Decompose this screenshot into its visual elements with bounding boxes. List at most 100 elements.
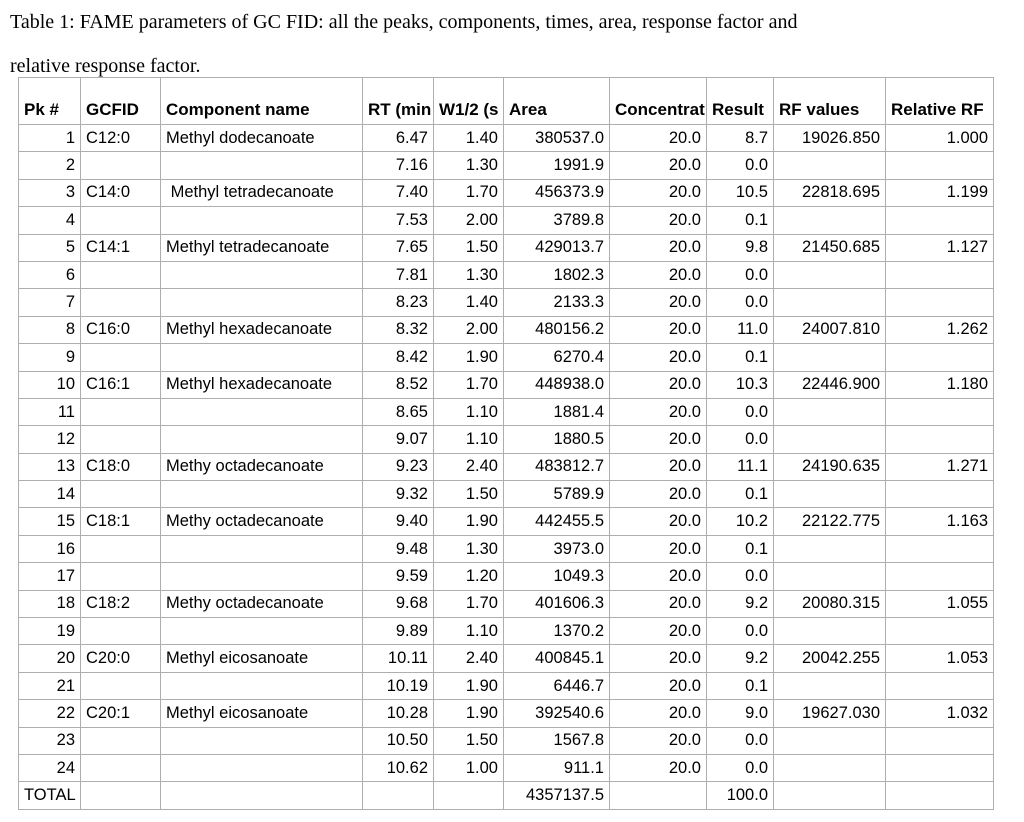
- cell-gcfid: C18:2: [80, 589, 161, 619]
- cell-rf: [773, 562, 886, 591]
- table-body: 1 C12:0 Methyl dodecanoate 6.47 1.40 380537.0…: [18, 123, 994, 810]
- cell-component: [160, 260, 363, 290]
- cell-component: [160, 480, 363, 509]
- cell-component: [160, 726, 363, 755]
- table-row: 17 9.59 1.20 1049.3 20.0 0.0: [18, 562, 994, 591]
- cell-rf: 22446.900: [773, 370, 886, 399]
- table-row: 16 9.48 1.30 3973.0 20.0 0.1: [18, 534, 994, 564]
- cell-rt: 10.28: [362, 699, 434, 728]
- cell-w12: 2.40: [433, 452, 504, 482]
- cell-component: [160, 425, 363, 454]
- cell-rrf: [885, 260, 994, 290]
- cell-rt: 9.07: [362, 425, 434, 454]
- cell-pk: 17: [18, 562, 81, 591]
- cell-rt: 9.32: [362, 480, 434, 509]
- table-row: 6 7.81 1.30 1802.3 20.0 0.0: [18, 260, 994, 290]
- table-row: 10 C16:1 Methyl hexadecanoate 8.52 1.70 44893…: [18, 370, 994, 399]
- cell-w12: 1.90: [433, 507, 504, 536]
- cell-result: 100.0: [706, 781, 774, 810]
- table-row: 13 C18:0 Methy octadecanoate 9.23 2.40 483812…: [18, 452, 994, 482]
- cell-rf: 19026.850: [773, 123, 886, 153]
- cell-pk: 9: [18, 343, 81, 372]
- cell-rrf: [885, 617, 994, 646]
- cell-conc: 20.0: [609, 644, 707, 673]
- cell-conc: 20.0: [609, 507, 707, 536]
- caption-line-1: Table 1: FAME parameters of GC FID: all …: [10, 11, 798, 33]
- table-head: Pk # GCFID Component name RT (min W1/2 (s Are…: [18, 77, 994, 125]
- cell-rf: [773, 726, 886, 755]
- cell-conc: 20.0: [609, 233, 707, 262]
- header-row: Pk # GCFID Component name RT (min W1/2 (s Are…: [18, 77, 994, 125]
- cell-area: 1049.3: [503, 562, 610, 591]
- cell-area: 1991.9: [503, 151, 610, 180]
- cell-area: 380537.0: [503, 123, 610, 153]
- cell-component: Methyl tetradecanoate: [160, 233, 363, 262]
- cell-rt: 9.59: [362, 562, 434, 591]
- cell-pk: 10: [18, 370, 81, 399]
- cell-gcfid: C20:1: [80, 699, 161, 728]
- cell-area: 401606.3: [503, 589, 610, 619]
- cell-rf: [773, 480, 886, 509]
- cell-result: 10.5: [706, 178, 774, 208]
- cell-rrf: 1.032: [885, 699, 994, 728]
- cell-component: Methyl hexadecanoate: [160, 370, 363, 399]
- cell-component: [160, 617, 363, 646]
- cell-rf: 22818.695: [773, 178, 886, 208]
- cell-pk: 6: [18, 260, 81, 290]
- cell-rt: 8.52: [362, 370, 434, 399]
- cell-gcfid: C12:0: [80, 123, 161, 153]
- cell-result: 0.0: [706, 151, 774, 180]
- cell-conc: 20.0: [609, 753, 707, 783]
- cell-rf: [773, 425, 886, 454]
- cell-component: [160, 781, 363, 810]
- cell-rt: 10.50: [362, 726, 434, 755]
- cell-result: 11.1: [706, 452, 774, 482]
- cell-gcfid: [80, 260, 161, 290]
- cell-conc: 20.0: [609, 671, 707, 701]
- cell-gcfid: [80, 617, 161, 646]
- cell-pk: 23: [18, 726, 81, 755]
- cell-pk: 1: [18, 123, 81, 153]
- table-row: 11 8.65 1.10 1881.4 20.0 0.0: [18, 397, 994, 427]
- cell-gcfid: [80, 151, 161, 180]
- cell-rf: [773, 151, 886, 180]
- cell-conc: 20.0: [609, 343, 707, 372]
- cell-component: [160, 534, 363, 564]
- cell-rf: [773, 753, 886, 783]
- cell-conc: 20.0: [609, 562, 707, 591]
- cell-w12: 1.10: [433, 617, 504, 646]
- cell-gcfid: C16:0: [80, 315, 161, 345]
- cell-component: [160, 671, 363, 701]
- cell-rf: [773, 617, 886, 646]
- cell-result: 0.0: [706, 726, 774, 755]
- cell-component: Methy octadecanoate: [160, 452, 363, 482]
- cell-gcfid: C18:0: [80, 452, 161, 482]
- cell-w12: 1.90: [433, 671, 504, 701]
- cell-rrf: 1.053: [885, 644, 994, 673]
- cell-result: 0.1: [706, 206, 774, 235]
- cell-rrf: 1.055: [885, 589, 994, 619]
- cell-pk: 15: [18, 507, 81, 536]
- cell-area: 2133.3: [503, 288, 610, 317]
- cell-rt: 7.65: [362, 233, 434, 262]
- fame-parameters-table: Pk # GCFID Component name RT (min W1/2 (s Are…: [18, 77, 994, 810]
- cell-rrf: 1.262: [885, 315, 994, 345]
- cell-component: Methyl eicosanoate: [160, 699, 363, 728]
- cell-rf: [773, 288, 886, 317]
- cell-gcfid: [80, 343, 161, 372]
- table-row: 20 C20:0 Methyl eicosanoate 10.11 2.40 400845…: [18, 644, 994, 673]
- cell-gcfid: [80, 562, 161, 591]
- cell-result: 0.0: [706, 288, 774, 317]
- cell-pk: 13: [18, 452, 81, 482]
- cell-rt: 8.65: [362, 397, 434, 427]
- cell-pk: 22: [18, 699, 81, 728]
- cell-gcfid: [80, 781, 161, 810]
- cell-area: 1881.4: [503, 397, 610, 427]
- cell-area: 1370.2: [503, 617, 610, 646]
- cell-rt: 10.19: [362, 671, 434, 701]
- column-header-rf: RF values: [773, 77, 886, 125]
- cell-gcfid: [80, 726, 161, 755]
- cell-component: Methyl hexadecanoate: [160, 315, 363, 345]
- column-header-result: Result: [706, 77, 774, 125]
- cell-result: 11.0: [706, 315, 774, 345]
